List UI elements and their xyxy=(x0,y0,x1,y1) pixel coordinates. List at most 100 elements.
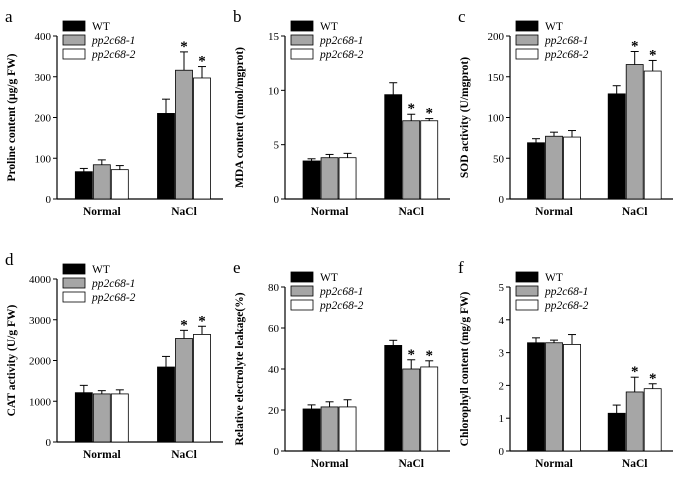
panel-c-legend-swatch xyxy=(515,20,539,32)
panel-f-bar xyxy=(625,391,644,452)
panel-a-category-label: NaCl xyxy=(171,206,197,218)
panel-e-bar xyxy=(384,345,403,452)
panel-d-ytick-label: 1000 xyxy=(29,396,52,408)
panel-d-ytick-label: 0 xyxy=(46,437,52,449)
panel-a-letter: a xyxy=(5,7,13,26)
panel-d-ytick-label: 4000 xyxy=(29,274,52,286)
panel-c-category-label: Normal xyxy=(535,206,573,218)
panel-e-significance-mark: * xyxy=(407,347,415,363)
panel-c-legend-label: WT xyxy=(545,21,563,33)
panel-f-legend-swatch xyxy=(515,271,539,283)
panel-f-category-label: NaCl xyxy=(622,458,648,470)
panel-e-legend-swatch xyxy=(290,285,314,297)
panel-c-legend-swatch xyxy=(515,48,539,60)
panel-b-category-label: NaCl xyxy=(398,206,424,218)
panel-b-bar xyxy=(320,157,339,200)
panel-b-ytick-label: 0 xyxy=(274,194,280,206)
panel-d-legend-label: pp2c68-1 xyxy=(91,278,135,290)
panel-c-ytick-label: 150 xyxy=(488,72,505,84)
panel-c-legend-label: pp2c68-2 xyxy=(544,49,589,61)
panel-e-category-label: Normal xyxy=(311,458,349,470)
panel-d-ytick-label: 3000 xyxy=(29,315,52,327)
panel-a-ylabel: Proline content (μg/g FW) xyxy=(6,53,18,181)
panel-d-legend-label: WT xyxy=(92,264,110,276)
panel-e-legend-label: WT xyxy=(320,272,338,284)
panel-f-bar xyxy=(527,342,545,452)
panel-a-legend-label: pp2c68-2 xyxy=(91,49,136,61)
panel-f-legend-label: WT xyxy=(545,272,563,284)
panel-d-ytick-label: 2000 xyxy=(29,356,52,368)
panel-e-legend-swatch xyxy=(290,271,314,283)
panel-b-bar xyxy=(420,120,439,200)
panel-c-ytick-label: 50 xyxy=(493,153,505,165)
panel-a-category-label: Normal xyxy=(83,206,121,218)
panel-e-bar xyxy=(420,366,439,452)
panel-d-significance-mark: * xyxy=(180,317,188,333)
panel-f-bar xyxy=(563,343,581,452)
panel-a-legend-label: WT xyxy=(92,21,110,33)
panel-d-legend-label: pp2c68-2 xyxy=(91,292,136,304)
panel-c-legend-swatch xyxy=(515,34,539,46)
panel-a-bar xyxy=(175,69,193,200)
panel-d-legend-swatch xyxy=(62,277,86,289)
panel-a-bar xyxy=(92,164,111,200)
panel-d-category-label: Normal xyxy=(83,449,121,461)
panel-f-ytick-label: 4 xyxy=(499,315,505,327)
panel-d-legend-swatch xyxy=(62,263,86,275)
panel-c-ytick-label: 200 xyxy=(488,31,505,43)
panel-c-ylabel: SOD activity (U/mgprot) xyxy=(459,57,471,178)
panel-a-significance-mark: * xyxy=(198,54,206,70)
panel-f-legend-label: pp2c68-2 xyxy=(544,300,589,312)
panel-e-bar xyxy=(402,368,421,452)
panel-e-bar xyxy=(320,406,339,452)
panel-c-bar xyxy=(527,142,545,200)
panel-f-ytick-label: 3 xyxy=(499,348,505,360)
panel-b-letter: b xyxy=(233,7,242,26)
panel-a-legend-swatch xyxy=(62,48,86,60)
panel-d-bar xyxy=(193,334,211,443)
panel-a-legend-swatch xyxy=(62,20,86,32)
panel-f-legend-swatch xyxy=(515,299,539,311)
panel-e-ytick-label: 80 xyxy=(268,282,280,294)
panel-c-letter: c xyxy=(458,7,466,26)
panel-b-category-label: Normal xyxy=(311,206,349,218)
panel-a-ytick-label: 200 xyxy=(35,113,52,125)
panel-d-category-label: NaCl xyxy=(171,449,197,461)
panel-c-bar xyxy=(545,135,563,200)
panel-f-bar xyxy=(643,388,662,452)
panel-d-bar xyxy=(175,338,193,443)
panel-d-ylabel: CAT activity (U/g FW) xyxy=(6,304,18,416)
panel-f-significance-mark: * xyxy=(631,364,639,380)
panel-a-legend-label: pp2c68-1 xyxy=(91,35,135,47)
panel-b-ytick-label: 10 xyxy=(268,85,280,97)
panel-f-category-label: Normal xyxy=(535,458,573,470)
panel-f-ytick-label: 5 xyxy=(499,282,505,294)
panel-b-legend-label: WT xyxy=(320,21,338,33)
panel-c-category-label: NaCl xyxy=(622,206,648,218)
panel-c-bar xyxy=(625,64,644,200)
panel-f-legend-swatch xyxy=(515,285,539,297)
panel-f-letter: f xyxy=(458,258,464,277)
panel-e-legend-label: pp2c68-2 xyxy=(319,300,364,312)
panel-e-bar xyxy=(302,408,321,452)
panel-f-legend-label: pp2c68-1 xyxy=(544,286,588,298)
panel-b-bar xyxy=(338,157,357,200)
panel-a-ytick-label: 0 xyxy=(46,194,52,206)
panel-c-bar xyxy=(563,136,581,200)
panel-e-ytick-label: 0 xyxy=(274,446,280,458)
panel-e-bar xyxy=(338,406,357,452)
panel-a-bar xyxy=(74,171,93,200)
panel-e-ytick-label: 40 xyxy=(268,364,280,376)
panel-a-significance-mark: * xyxy=(180,39,188,55)
panel-d-bar xyxy=(157,366,175,443)
panel-a-bar xyxy=(110,169,129,200)
panel-c-significance-mark: * xyxy=(649,47,657,63)
panel-d-significance-mark: * xyxy=(198,313,206,329)
panel-e-letter: e xyxy=(233,258,241,277)
panel-d-bar xyxy=(110,393,129,443)
panel-d-bar xyxy=(92,393,111,443)
panel-e-ytick-label: 60 xyxy=(268,323,280,335)
panel-a-ytick-label: 300 xyxy=(35,72,52,84)
panel-d-legend-swatch xyxy=(62,291,86,303)
